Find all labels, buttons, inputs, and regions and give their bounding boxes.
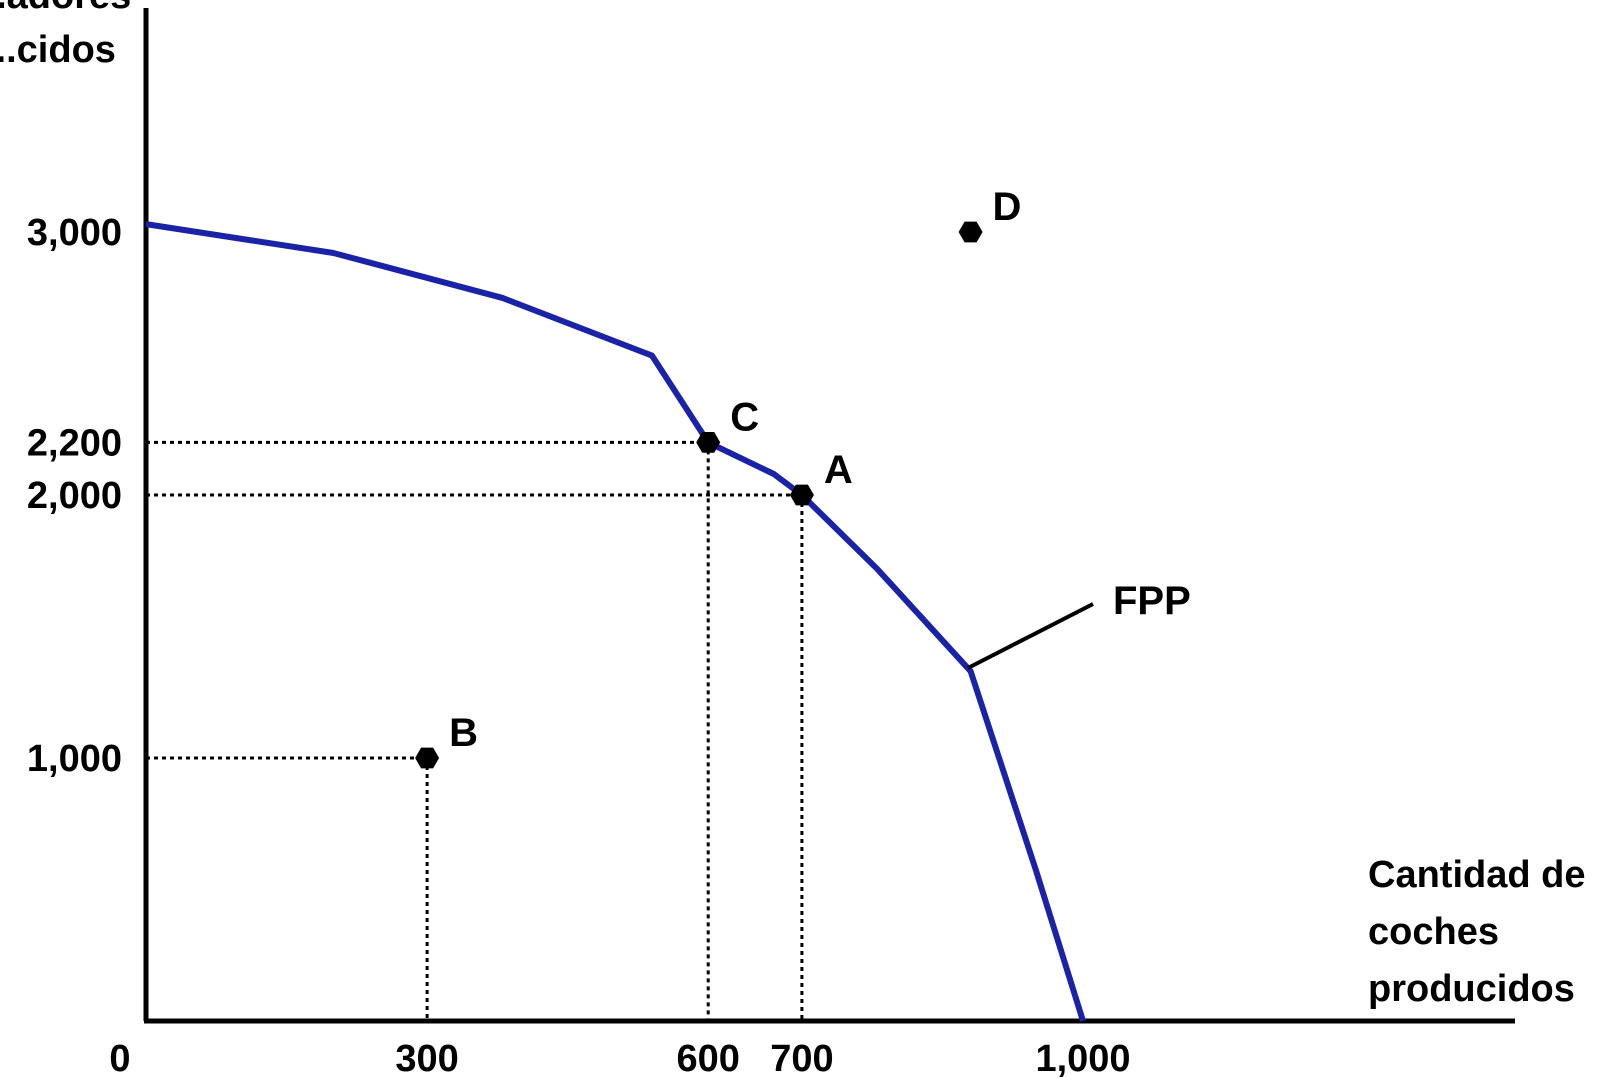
point-a [789,484,814,506]
ppf-curve [145,221,1086,1022]
guide-lines [146,440,804,1021]
y-tick-label: 1,000 [27,738,122,780]
y-tick-labels: 1,000 2,000 2,200 3,000 [27,212,122,780]
x-tick-label: 700 [770,1038,833,1079]
x-axis-label-line2: coches [1368,911,1499,953]
y-axis-label-line2: ...cidos [0,29,116,71]
points-layer: A B C D [415,185,1022,769]
y-axis-label-line1: ...adores [0,0,131,17]
y-tick-label: 2,200 [27,422,122,464]
point-d [958,221,983,243]
y-tick-label: 3,000 [27,212,122,254]
point-label-c: C [730,395,759,439]
point-label-a: A [824,448,853,492]
fpp-pointer [967,602,1094,670]
x-tick-labels: 0 300 600 700 1,000 [109,1038,1130,1079]
x-tick-label: 300 [395,1038,458,1079]
x-axis-label-line1: Cantidad de [1368,854,1585,896]
x-axis-label-line3: producidos [1368,968,1575,1010]
curve-label-fpp: FPP [1113,579,1191,623]
point-label-d: D [993,185,1022,229]
point-c [696,432,721,453]
ppf-curve-layer [145,221,1086,1022]
point-b [415,747,440,769]
x-tick-label: 600 [676,1038,739,1079]
point-label-b: B [449,711,478,755]
y-tick-label: 2,000 [27,475,122,517]
x-tick-label: 1,000 [1035,1038,1130,1079]
x-tick-label: 0 [109,1038,130,1079]
